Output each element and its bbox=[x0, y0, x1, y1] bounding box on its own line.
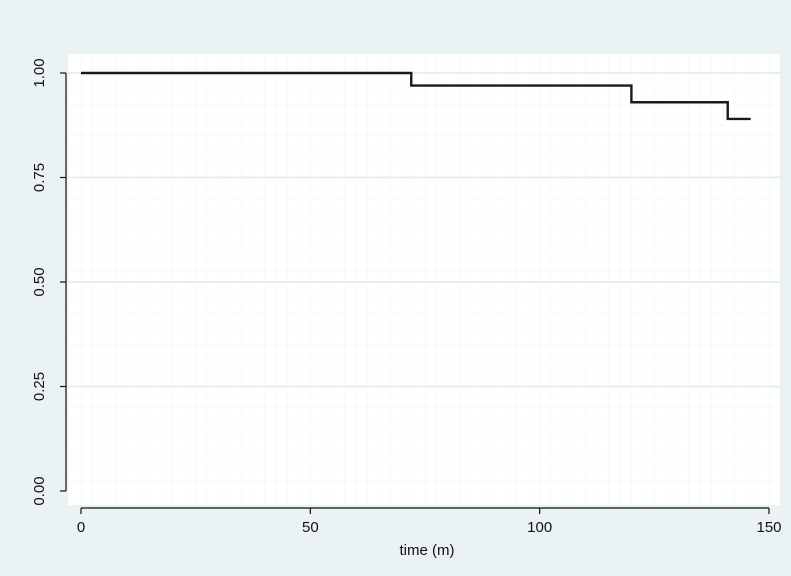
x-tick-label: 150 bbox=[756, 519, 781, 536]
x-axis-title: time (m) bbox=[400, 542, 455, 559]
y-tick-label: 1.00 bbox=[31, 58, 48, 87]
gridlines bbox=[68, 54, 780, 505]
survival-step-line bbox=[81, 71, 751, 121]
x-tick-label: 0 bbox=[77, 519, 85, 536]
y-tick-label: 0.50 bbox=[31, 267, 48, 296]
y-tick-label: 0.75 bbox=[31, 163, 48, 192]
y-tick-label: 0.25 bbox=[31, 372, 48, 401]
y-axis: 0.00 0.25 0.50 0.75 1.00 bbox=[31, 58, 67, 506]
plot-area bbox=[68, 54, 780, 505]
x-tick-label: 100 bbox=[527, 519, 552, 536]
x-axis: 0 50 100 150 bbox=[77, 507, 782, 536]
x-tick-label: 50 bbox=[302, 519, 319, 536]
y-tick-label: 0.00 bbox=[31, 476, 48, 505]
